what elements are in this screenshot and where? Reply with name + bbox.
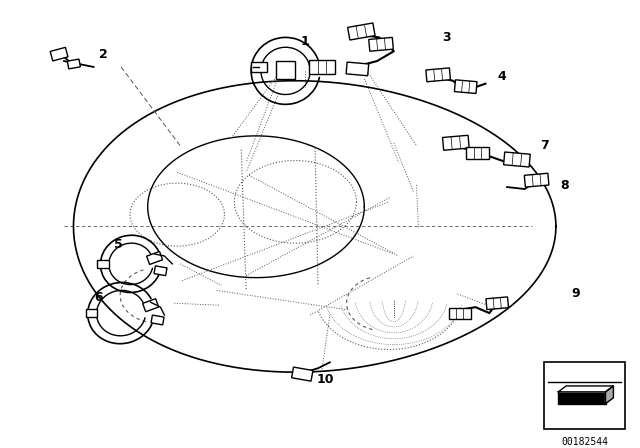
- Bar: [426, 68, 451, 82]
- Bar: [143, 299, 159, 312]
- Bar: [369, 37, 394, 51]
- Polygon shape: [605, 386, 613, 404]
- Bar: [454, 80, 477, 94]
- Text: 2: 2: [99, 47, 108, 60]
- Text: 10: 10: [316, 373, 333, 386]
- Bar: [443, 135, 469, 150]
- Bar: [50, 47, 68, 61]
- Bar: [346, 62, 369, 76]
- Bar: [86, 309, 97, 317]
- Bar: [449, 308, 470, 319]
- Text: 1: 1: [301, 35, 310, 48]
- Polygon shape: [558, 386, 613, 392]
- Bar: [466, 146, 490, 159]
- Bar: [151, 315, 164, 325]
- Bar: [147, 251, 163, 264]
- Bar: [348, 23, 375, 40]
- Bar: [292, 367, 313, 381]
- Text: 9: 9: [572, 287, 580, 300]
- Bar: [154, 266, 167, 276]
- Bar: [251, 62, 267, 72]
- Text: 7: 7: [540, 139, 549, 152]
- Bar: [545, 362, 625, 429]
- Bar: [486, 297, 509, 310]
- Text: 00182544: 00182544: [561, 437, 609, 447]
- Text: 8: 8: [560, 179, 568, 192]
- Bar: [67, 59, 81, 69]
- Text: 5: 5: [114, 238, 122, 251]
- Bar: [309, 60, 335, 74]
- Bar: [504, 152, 530, 167]
- Bar: [276, 61, 296, 79]
- Bar: [524, 173, 549, 187]
- Text: 3: 3: [442, 31, 451, 44]
- Bar: [558, 392, 605, 404]
- Text: 4: 4: [498, 70, 506, 83]
- Text: 6: 6: [94, 291, 103, 304]
- Bar: [97, 260, 109, 268]
